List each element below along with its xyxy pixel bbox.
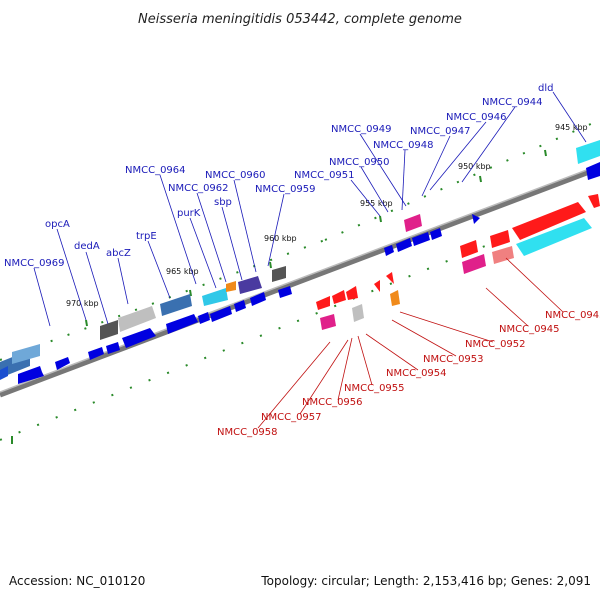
reverse-leaders xyxy=(257,257,564,429)
major-ticks xyxy=(11,149,547,444)
gene-label-nmcc-0951: NMCC_0951 xyxy=(294,170,355,181)
gene-label-purk: purK xyxy=(177,208,201,219)
gene-arrow[interactable] xyxy=(352,304,364,322)
forward-genes xyxy=(0,140,600,384)
gene-label-nmcc-0960: NMCC_0960 xyxy=(205,170,266,181)
gene-label-nmcc-0957: NMCC_0957 xyxy=(261,412,322,423)
gene-label-nmcc-0954: NMCC_0954 xyxy=(386,368,447,379)
gene-arrow[interactable] xyxy=(166,314,198,334)
scale-label: 950 kbp xyxy=(458,162,491,171)
scale-label: 955 kbp xyxy=(360,199,393,208)
gene-arrow[interactable] xyxy=(430,228,442,240)
gene-label-nmcc-0969: NMCC_0969 xyxy=(4,258,65,269)
gene-label-nmcc-0962: NMCC_0962 xyxy=(168,183,229,194)
gene-arrow[interactable] xyxy=(472,214,480,224)
map-title: Neisseria meningitidis 053442, complete … xyxy=(138,12,462,27)
gene-arrow[interactable] xyxy=(386,272,394,284)
gene-arrow[interactable] xyxy=(404,214,422,232)
gene-label-nmcc-0952: NMCC_0952 xyxy=(465,339,526,350)
gene-arrow[interactable] xyxy=(396,238,412,252)
gene-arrow[interactable] xyxy=(278,286,292,298)
gene-arrow[interactable] xyxy=(460,240,478,258)
gene-label-nmcc-0959: NMCC_0959 xyxy=(255,184,316,195)
gene-arrow[interactable] xyxy=(250,292,266,306)
gene-arrow[interactable] xyxy=(106,342,120,354)
gene-label-abcz: abcZ xyxy=(106,248,131,259)
gene-arrow[interactable] xyxy=(202,288,228,306)
outer-tick-track-left xyxy=(0,239,326,361)
gene-arrow[interactable] xyxy=(100,320,118,340)
gene-label-nmcc-0944: NMCC_0944 xyxy=(482,97,543,108)
gene-arrow[interactable] xyxy=(234,300,246,312)
gene-arrow[interactable] xyxy=(238,276,262,294)
gene-label-nmcc-0956: NMCC_0956 xyxy=(302,397,363,408)
gene-arrow[interactable] xyxy=(332,290,346,304)
gene-arrow[interactable] xyxy=(118,306,156,332)
gene-arrow[interactable] xyxy=(160,294,192,316)
reverse-genes xyxy=(316,272,400,330)
gene-arrow[interactable] xyxy=(588,194,600,208)
gene-arrow[interactable] xyxy=(88,347,104,360)
gene-label-sbp: sbp xyxy=(214,197,232,208)
gene-label-nmcc-0955: NMCC_0955 xyxy=(344,383,405,394)
gene-label-nmcc-0946: NMCC_0946 xyxy=(446,112,507,123)
genome-backbone xyxy=(0,165,600,398)
gene-arrow[interactable] xyxy=(12,344,40,364)
gene-label-deda: dedA xyxy=(74,241,100,252)
gene-arrow[interactable] xyxy=(412,232,430,246)
scale-label: 945 kbp xyxy=(555,123,588,132)
gene-arrow[interactable] xyxy=(374,280,380,292)
gene-label-dld: dld xyxy=(538,83,553,94)
gene-label-trpe: trpE xyxy=(136,231,157,242)
gene-arrow[interactable] xyxy=(210,306,232,322)
gene-label-nmcc-0953: NMCC_0953 xyxy=(423,354,484,365)
gene-label-nmcc-0943: NMCC_0943 xyxy=(545,310,600,321)
gene-arrow[interactable] xyxy=(516,218,592,256)
gene-arrow[interactable] xyxy=(390,290,400,306)
gene-arrow[interactable] xyxy=(55,357,70,370)
gene-arrow[interactable] xyxy=(316,296,330,310)
forward-leaders xyxy=(33,91,587,327)
gene-label-nmcc-0947: NMCC_0947 xyxy=(410,126,471,137)
inner-tick-track xyxy=(0,199,600,441)
gene-arrow[interactable] xyxy=(576,140,600,164)
gene-arrow[interactable] xyxy=(226,281,236,292)
scale-label: 960 kbp xyxy=(264,234,297,243)
accession-text: Accession: NC_010120 xyxy=(9,574,145,588)
gene-arrow[interactable] xyxy=(462,254,486,274)
gene-arrow[interactable] xyxy=(346,286,358,300)
gene-label-nmcc-0949: NMCC_0949 xyxy=(331,124,392,135)
gene-arrow[interactable] xyxy=(198,312,210,324)
topology-text: Topology: circular; Length: 2,153,416 bp… xyxy=(260,574,591,588)
gene-arrow[interactable] xyxy=(492,246,514,264)
gene-arrow[interactable] xyxy=(122,328,156,348)
gene-arrow[interactable] xyxy=(320,314,336,330)
scale-label: 970 kbp xyxy=(66,299,99,308)
gene-arrow[interactable] xyxy=(490,230,510,248)
gene-label-nmcc-0958: NMCC_0958 xyxy=(217,427,278,438)
gene-arrow[interactable] xyxy=(272,266,286,282)
gene-arrow[interactable] xyxy=(512,202,586,240)
gene-arrow[interactable] xyxy=(384,245,394,256)
gene-label-nmcc-0945: NMCC_0945 xyxy=(499,324,560,335)
gene-arrow[interactable] xyxy=(586,162,600,180)
scale-label: 965 kbp xyxy=(166,267,199,276)
gene-label-nmcc-0948: NMCC_0948 xyxy=(373,140,434,151)
gene-label-nmcc-0964: NMCC_0964 xyxy=(125,165,186,176)
gene-arrow[interactable] xyxy=(0,366,8,380)
gene-label-opca: opcA xyxy=(45,219,70,230)
gene-arrow[interactable] xyxy=(18,366,44,384)
gene-label-nmcc-0950: NMCC_0950 xyxy=(329,157,390,168)
